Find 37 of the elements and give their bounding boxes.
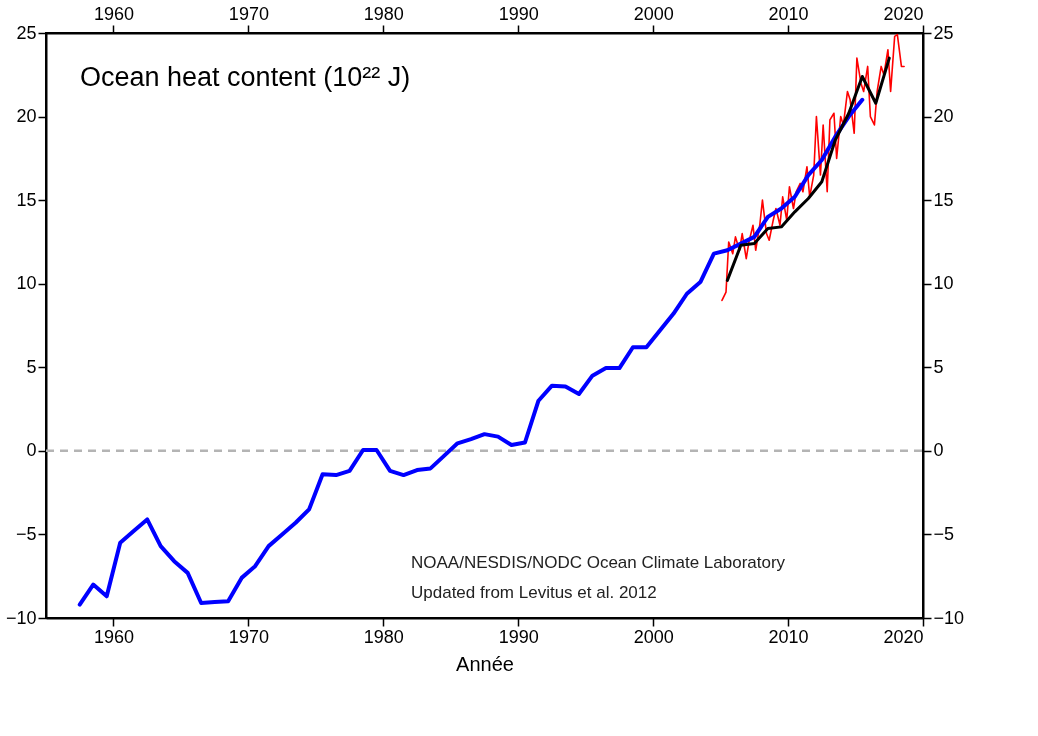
y-tick-label: −10 bbox=[5, 607, 37, 628]
y2-tick-label: 25 bbox=[933, 22, 954, 43]
x2-tick-label: 2010 bbox=[768, 3, 809, 24]
x-tick-label: 1970 bbox=[228, 626, 269, 647]
y2-tick-label: 10 bbox=[933, 273, 954, 294]
annotation: Updated from Levitus et al. 2012 bbox=[411, 583, 657, 602]
x-tick-label: 1960 bbox=[93, 626, 134, 647]
text: Ocean heat content (10²² J) bbox=[80, 62, 411, 92]
x2-tick-label: 1980 bbox=[363, 3, 404, 24]
x2-tick-label: 2000 bbox=[633, 3, 674, 24]
x-tick-label: 2000 bbox=[633, 626, 674, 647]
x-tick-label: 2020 bbox=[883, 626, 924, 647]
y2-tick-label: −5 bbox=[933, 523, 955, 544]
x-tick-label: 1990 bbox=[498, 626, 539, 647]
y2-tick-label: 20 bbox=[933, 106, 954, 127]
y2-tick-label: 15 bbox=[933, 189, 954, 210]
x-tick-label: 1980 bbox=[363, 626, 404, 647]
y2-tick-label: 0 bbox=[933, 440, 944, 461]
y-tick-label: 0 bbox=[26, 440, 37, 461]
y2-tick-label: −10 bbox=[933, 607, 965, 628]
x2-tick-label: 1960 bbox=[93, 3, 134, 24]
line-series bbox=[721, 33, 905, 302]
y-tick-label: 5 bbox=[26, 356, 37, 377]
annotation: NOAA/NESDIS/NODC Ocean Climate Laboratory bbox=[411, 553, 786, 572]
x-axis-title: Année bbox=[456, 652, 514, 675]
x2-tick-label: 2020 bbox=[883, 3, 924, 24]
y-tick-label: 10 bbox=[16, 273, 37, 294]
y-tick-label: 20 bbox=[16, 106, 37, 127]
y2-tick-label: 5 bbox=[933, 356, 944, 377]
y-tick-label: −5 bbox=[15, 523, 37, 544]
line-series bbox=[77, 97, 865, 607]
x2-tick-label: 1990 bbox=[498, 3, 539, 24]
x2-tick-label: 1970 bbox=[228, 3, 269, 24]
line-series bbox=[725, 56, 891, 282]
y-tick-label: 15 bbox=[16, 189, 37, 210]
x-tick-label: 2010 bbox=[768, 626, 809, 647]
y-tick-label: 25 bbox=[16, 22, 37, 43]
